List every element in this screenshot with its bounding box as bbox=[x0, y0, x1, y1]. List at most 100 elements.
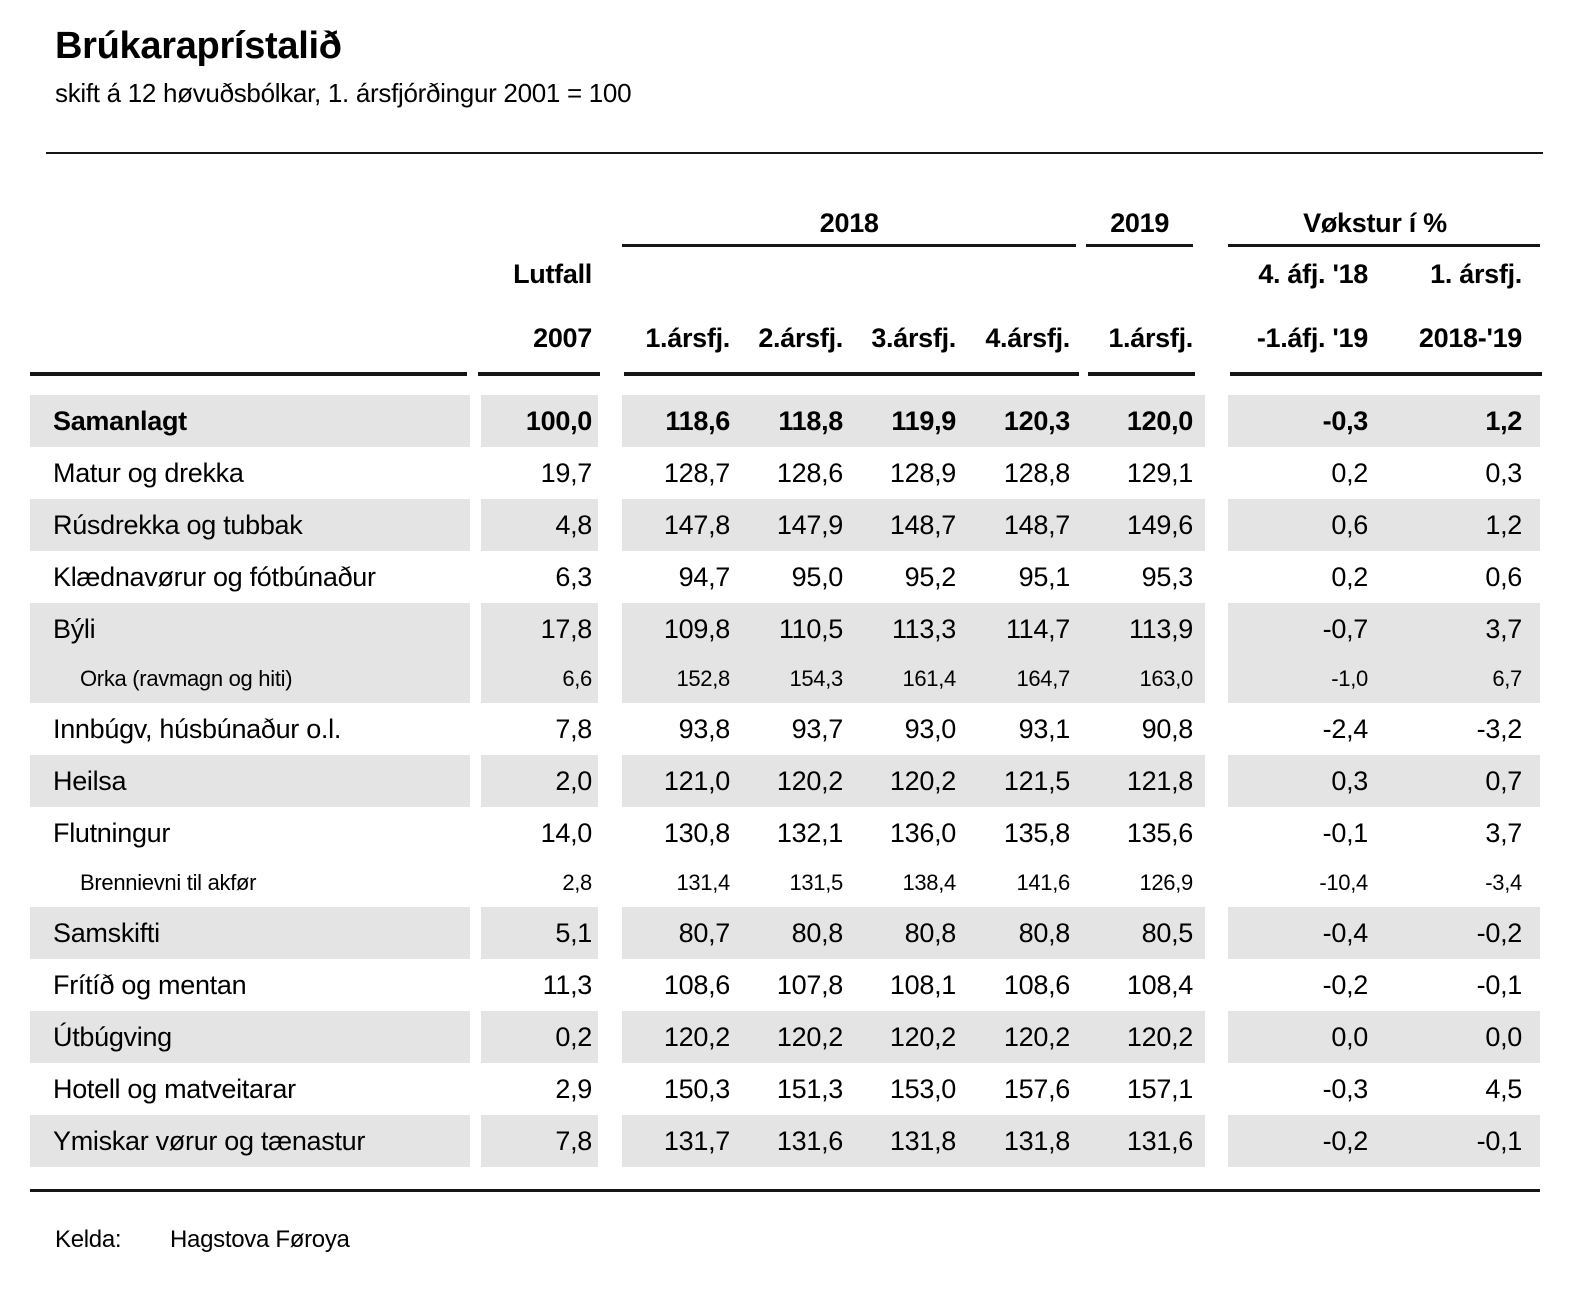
cell-2018-q1: 130,8 bbox=[663, 817, 730, 848]
cell-2018-q4: 93,1 bbox=[1018, 713, 1071, 744]
cell-2018-q1: 108,6 bbox=[663, 969, 730, 1000]
cell-2018-q1: 121,0 bbox=[663, 765, 730, 796]
row-label: Matur og drekka bbox=[53, 457, 244, 488]
cell-lutfall: 2,8 bbox=[562, 870, 592, 895]
row-label: Heilsa bbox=[30, 755, 470, 807]
page-title: Brúkaraprístalið bbox=[55, 25, 342, 67]
source-value: Hagstova Føroya bbox=[170, 1226, 350, 1253]
cell-2018-q4: 157,6 bbox=[1003, 1073, 1070, 1104]
cell-2018-q4: 120,3 bbox=[1003, 405, 1070, 436]
cell-2018-q2: 107,8 bbox=[776, 969, 843, 1000]
row-label: Samskifti bbox=[30, 907, 470, 959]
row-label: Brennievni til akfør bbox=[80, 870, 257, 895]
cell-2019-q1: 80,5 bbox=[1141, 917, 1194, 948]
table-row-utbugving: Útbúgving 0,2 120,2 120,2 120,2 120,2 12… bbox=[30, 1011, 1542, 1063]
cell-2018-q1: 118,6 bbox=[665, 405, 730, 436]
row-label: Útbúgving bbox=[30, 1011, 470, 1063]
row-label: Frítíð og mentan bbox=[53, 969, 247, 1000]
cell-2018-q4: 108,6 bbox=[1003, 969, 1070, 1000]
table-row-flutningur: Flutningur 14,0 130,8 132,1 136,0 135,8 … bbox=[30, 807, 1542, 859]
cell-lutfall: 19,7 bbox=[540, 457, 593, 488]
table-row-fritid: Frítíð og mentan 11,3 108,6 107,8 108,1 … bbox=[30, 959, 1542, 1011]
rule-growth bbox=[1228, 244, 1540, 247]
cell-2018-q3: 119,9 bbox=[891, 405, 956, 436]
bottom-rule bbox=[30, 1189, 1540, 1192]
row-label: Rúsdrekka og tubbak bbox=[30, 499, 470, 551]
cell-2018-q2: 132,1 bbox=[776, 817, 843, 848]
table-row-samanlagt: Samanlagt 100,0 118,6 118,8 119,9 120,3 … bbox=[30, 395, 1542, 447]
cell-growth-quarter: 0,0 bbox=[1331, 1021, 1368, 1052]
cell-growth-year: -3,4 bbox=[1485, 870, 1522, 895]
cell-growth-year: 6,7 bbox=[1492, 666, 1522, 691]
cell-growth-year: -0,1 bbox=[1476, 1125, 1523, 1156]
header-bottom-rules bbox=[30, 372, 1542, 376]
cell-growth-year: 0,0 bbox=[1485, 1021, 1522, 1052]
cell-2018-q3: 95,2 bbox=[904, 561, 957, 592]
cell-growth-quarter: 0,3 bbox=[1331, 765, 1368, 796]
cell-growth-quarter: 0,6 bbox=[1331, 509, 1368, 540]
cell-2019-q1: 120,0 bbox=[1126, 405, 1193, 436]
cell-2018-q4: 131,8 bbox=[1003, 1125, 1070, 1156]
column-header-row-1: Lutfall 4. áfj. '18 1. ársfj. bbox=[30, 247, 1542, 293]
cell-lutfall: 14,0 bbox=[540, 817, 593, 848]
col-header-2018-q1: 1.ársfj. bbox=[645, 323, 730, 353]
cell-growth-year: 0,3 bbox=[1485, 457, 1522, 488]
cell-lutfall: 4,8 bbox=[481, 499, 598, 551]
row-label: Klædnavørur og fótbúnaður bbox=[53, 561, 376, 592]
cell-2018-q3: 113,3 bbox=[891, 613, 956, 644]
source-label: Kelda: bbox=[55, 1226, 122, 1253]
group-header-2018: 2018 bbox=[819, 208, 879, 238]
cell-2018-q1: 147,8 bbox=[663, 509, 730, 540]
rule-2019 bbox=[1086, 244, 1193, 247]
group-header-rules bbox=[30, 244, 1542, 247]
cell-2018-q3: 80,8 bbox=[904, 917, 957, 948]
cell-2018-q3: 93,0 bbox=[904, 713, 957, 744]
table-body: Samanlagt 100,0 118,6 118,8 119,9 120,3 … bbox=[30, 395, 1542, 1167]
cell-growth-quarter: -0,2 bbox=[1322, 969, 1369, 1000]
cell-2019-q1: 129,1 bbox=[1126, 457, 1193, 488]
cell-2018-q1: 120,2 bbox=[663, 1021, 730, 1052]
col-header-2018-q3: 3.ársfj. bbox=[871, 323, 956, 353]
cell-2019-q1: 120,2 bbox=[1126, 1021, 1193, 1052]
rule-2018 bbox=[622, 244, 1077, 247]
table-row-heilsa: Heilsa 2,0 121,0 120,2 120,2 121,5 121,8… bbox=[30, 755, 1542, 807]
cell-lutfall: 2,0 bbox=[481, 755, 598, 807]
cell-2019-q1: 131,6 bbox=[1126, 1125, 1193, 1156]
cell-2018-q3: 153,0 bbox=[889, 1073, 956, 1104]
cell-2018-q3: 128,9 bbox=[889, 457, 956, 488]
cell-2018-q1: 150,3 bbox=[663, 1073, 730, 1104]
cell-2018-q4: 135,8 bbox=[1003, 817, 1070, 848]
cell-2018-q3: 131,8 bbox=[889, 1125, 956, 1156]
cell-2018-q4: 164,7 bbox=[1016, 666, 1070, 691]
cell-2019-q1: 126,9 bbox=[1139, 870, 1193, 895]
cell-growth-quarter: -0,1 bbox=[1322, 817, 1369, 848]
col-header-lutfall: Lutfall bbox=[513, 259, 592, 289]
cell-lutfall: 0,2 bbox=[481, 1011, 598, 1063]
col-header-2018-q4: 4.ársfj. bbox=[985, 323, 1070, 353]
cell-2018-q3: 148,7 bbox=[889, 509, 956, 540]
cell-growth-quarter: -0,3 bbox=[1322, 1073, 1369, 1104]
cell-growth-year: 1,2 bbox=[1485, 405, 1522, 436]
table-row-byli: Býli 17,8 109,8 110,5 113,3 114,7 113,9 … bbox=[30, 603, 1542, 655]
cell-2018-q2: 95,0 bbox=[791, 561, 844, 592]
group-header-row: 2018 2019 Vøkstur í % bbox=[30, 154, 1542, 244]
cell-growth-quarter: 0,2 bbox=[1331, 457, 1368, 488]
cell-2019-q1: 149,6 bbox=[1126, 509, 1193, 540]
cell-growth-quarter: -0,3 bbox=[1322, 405, 1369, 436]
cell-2018-q4: 141,6 bbox=[1016, 870, 1070, 895]
cell-growth-year: 3,7 bbox=[1485, 613, 1522, 644]
row-label: Innbúgv, húsbúnaður o.l. bbox=[53, 713, 342, 744]
row-label: Ymiskar vørur og tænastur bbox=[30, 1115, 470, 1167]
cell-2018-q3: 138,4 bbox=[902, 870, 956, 895]
column-header-row-2: 2007 1.ársfj. 2.ársfj. 3.ársfj. 4.ársfj.… bbox=[30, 293, 1542, 358]
col-header-growth-quarter: 4. áfj. '18 bbox=[1258, 259, 1368, 289]
cell-2019-q1: 135,6 bbox=[1126, 817, 1193, 848]
cell-2018-q1: 94,7 bbox=[678, 561, 731, 592]
cell-2018-q1: 109,8 bbox=[663, 613, 730, 644]
cell-growth-year: -0,1 bbox=[1476, 969, 1523, 1000]
cell-2018-q4: 80,8 bbox=[1018, 917, 1071, 948]
page-subtitle: skift á 12 høvuðsbólkar, 1. ársfjórðingu… bbox=[55, 78, 632, 108]
cell-2018-q4: 121,5 bbox=[1003, 765, 1070, 796]
table-subrow-orka: Orka (ravmagn og hiti) 6,6 152,8 154,3 1… bbox=[30, 655, 1542, 703]
